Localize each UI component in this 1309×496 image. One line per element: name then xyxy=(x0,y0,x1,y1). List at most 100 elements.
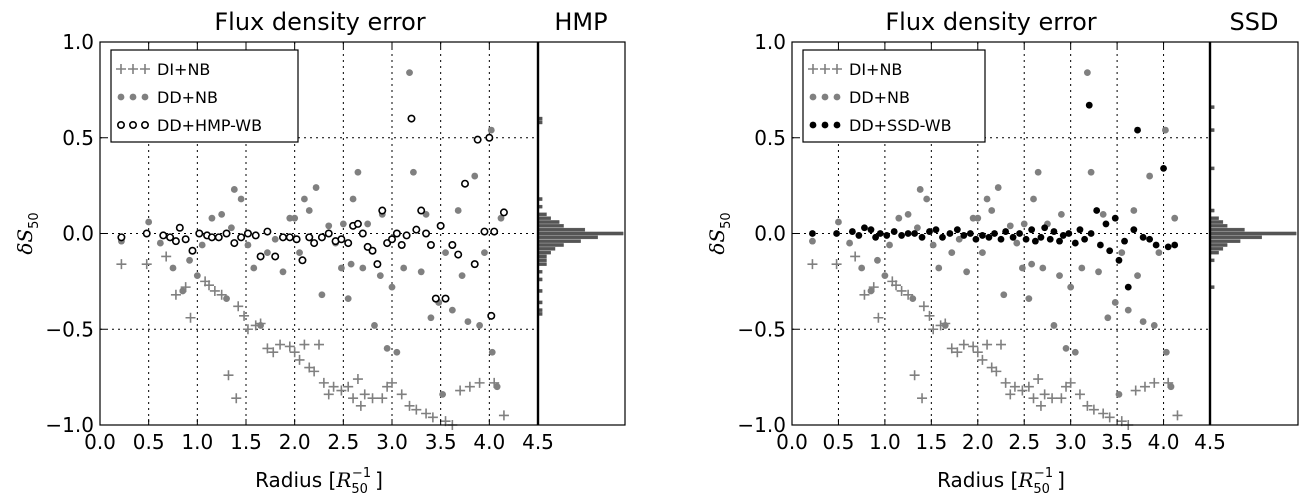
data-point xyxy=(1171,214,1179,222)
data-point xyxy=(909,370,920,381)
legend-marker xyxy=(141,121,150,130)
data-point xyxy=(952,347,963,358)
data-point xyxy=(1115,256,1123,264)
data-point xyxy=(896,285,907,296)
histogram-bar xyxy=(537,224,564,228)
y-axis-label-subscript: 50 xyxy=(27,212,42,229)
data-point xyxy=(231,393,242,404)
series-di-nb xyxy=(116,251,509,430)
data-point xyxy=(488,348,496,356)
data-point xyxy=(318,291,326,299)
data-point xyxy=(1124,283,1132,291)
data-point xyxy=(305,233,314,242)
data-point xyxy=(918,233,926,241)
data-point xyxy=(355,400,366,411)
x-axis-label-prefix: Radius [ xyxy=(937,468,1018,492)
data-point xyxy=(848,228,856,235)
x-tick-label: 0.0 xyxy=(776,430,808,454)
data-point xyxy=(1134,272,1141,280)
data-point xyxy=(458,272,466,280)
data-point xyxy=(387,235,396,244)
data-point xyxy=(263,227,272,236)
histogram-bar xyxy=(537,220,560,224)
x-tick-label: 0.5 xyxy=(133,430,165,454)
data-point xyxy=(427,314,435,322)
data-point xyxy=(323,389,334,400)
data-point xyxy=(204,280,215,291)
data-point xyxy=(352,374,363,385)
data-point xyxy=(337,264,345,272)
data-point xyxy=(859,289,870,300)
data-point xyxy=(186,256,193,264)
data-point xyxy=(1111,214,1119,222)
series-di-nb xyxy=(807,251,1183,430)
data-point xyxy=(1065,377,1076,388)
data-point xyxy=(1056,393,1067,404)
data-point xyxy=(1025,295,1033,303)
y-tick-label: 0.0 xyxy=(754,222,786,246)
data-point xyxy=(294,354,305,365)
data-point xyxy=(223,370,234,381)
data-point xyxy=(923,195,931,203)
x-tick-label: 3.5 xyxy=(1101,430,1133,454)
data-point xyxy=(317,233,326,242)
data-point xyxy=(1013,239,1021,247)
y-axis-label: δS50 xyxy=(705,212,734,254)
data-point xyxy=(1139,233,1147,241)
data-point xyxy=(903,289,914,300)
data-point xyxy=(336,385,347,396)
data-point xyxy=(392,229,401,238)
data-point xyxy=(874,256,881,264)
data-point xyxy=(891,280,902,291)
data-point xyxy=(296,249,303,257)
data-point xyxy=(1172,410,1183,421)
data-point xyxy=(343,381,354,392)
grid xyxy=(792,42,1210,425)
data-point xyxy=(454,250,463,259)
data-point xyxy=(279,268,287,276)
data-point xyxy=(1083,69,1091,77)
data-point xyxy=(207,233,216,242)
legend-label: DD+SSD-WB xyxy=(849,116,952,135)
data-point xyxy=(1167,383,1175,391)
data-point xyxy=(1076,226,1084,234)
data-point xyxy=(268,347,279,358)
data-point xyxy=(1002,228,1010,235)
x-tick-label: 4.0 xyxy=(473,430,505,454)
data-point xyxy=(1030,195,1037,203)
histogram-bar xyxy=(1209,239,1241,243)
data-point xyxy=(426,240,435,249)
data-point xyxy=(368,246,377,255)
data-point xyxy=(141,259,152,270)
legend-marker xyxy=(832,64,842,74)
data-point xyxy=(953,226,961,234)
data-point xyxy=(481,249,488,257)
x-tick-label: 1.0 xyxy=(869,430,901,454)
data-point xyxy=(1022,235,1030,243)
data-point xyxy=(1139,318,1147,325)
data-point xyxy=(991,366,1002,377)
data-point xyxy=(185,312,196,323)
histogram-bar xyxy=(537,254,547,259)
data-point xyxy=(476,322,483,329)
data-point xyxy=(1102,220,1110,228)
data-point xyxy=(955,235,963,243)
data-point xyxy=(473,135,482,144)
legend-marker xyxy=(808,64,818,74)
data-point xyxy=(958,339,969,350)
x-tick-label: 2.5 xyxy=(327,430,359,454)
data-point xyxy=(464,381,475,392)
histogram-bar xyxy=(1209,247,1224,251)
data-point xyxy=(991,230,998,237)
data-point xyxy=(855,232,863,239)
data-point xyxy=(1095,268,1102,276)
data-point xyxy=(1047,393,1058,404)
data-point xyxy=(1074,389,1085,400)
data-point xyxy=(1096,241,1104,249)
data-point xyxy=(156,239,164,247)
data-point xyxy=(928,324,939,335)
data-point xyxy=(339,220,347,228)
legend-marker xyxy=(116,64,126,74)
y-axis-label-subscript: 50 xyxy=(719,212,734,229)
data-point xyxy=(373,260,382,269)
